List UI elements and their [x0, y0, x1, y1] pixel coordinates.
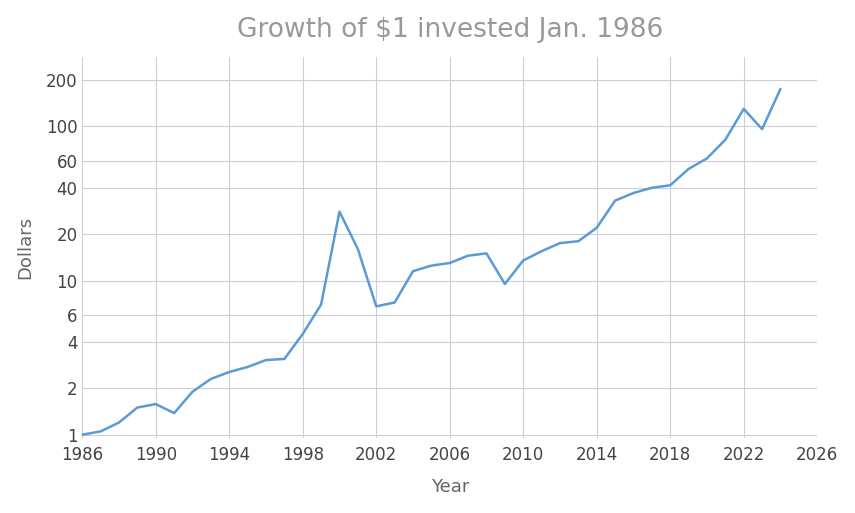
Y-axis label: Dollars: Dollars [16, 216, 35, 280]
X-axis label: Year: Year [431, 478, 469, 497]
Title: Growth of $1 invested Jan. 1986: Growth of $1 invested Jan. 1986 [237, 16, 663, 43]
